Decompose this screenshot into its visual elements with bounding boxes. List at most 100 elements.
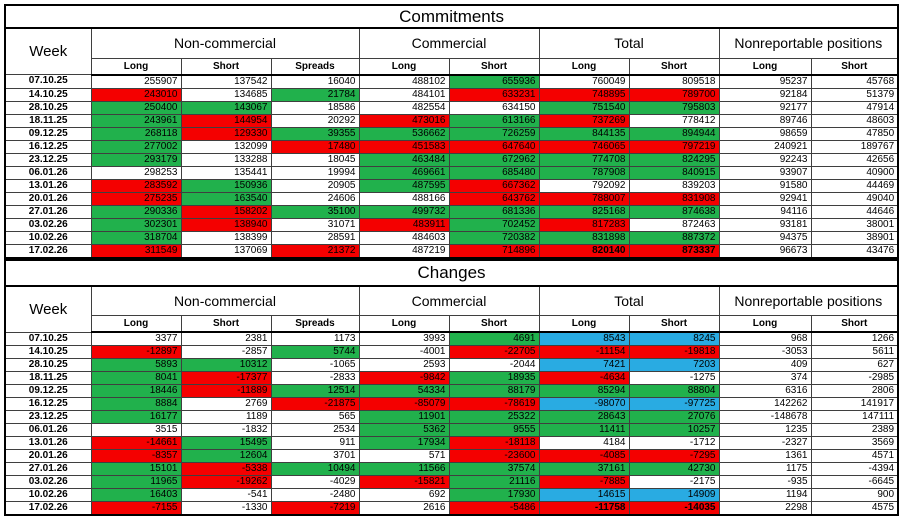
week-cell: 18.11.25: [4, 113, 92, 128]
value-cell: 20292: [270, 113, 360, 128]
value-cell: 1361: [718, 449, 812, 463]
value-cell: -12897: [90, 345, 182, 359]
table-row: 06.01.26 3515 -1832 2534 5362 9555 11411 10257 1…: [4, 423, 899, 437]
value-cell: 31071: [270, 217, 360, 232]
value-cell: 627: [810, 358, 899, 372]
value-cell: 1266: [810, 331, 899, 346]
value-cell: 51379: [810, 87, 899, 102]
value-cell: 7421: [538, 358, 630, 372]
week-cell: 28.10.25: [4, 358, 92, 372]
value-cell: -148678: [718, 410, 812, 424]
value-cell: -1832: [180, 423, 272, 437]
value-cell: 35100: [270, 204, 360, 219]
value-cell: 11965: [90, 475, 182, 489]
value-cell: 463484: [358, 152, 450, 167]
table-row: 14.10.25 243010 134685 21784 484101 633231 748…: [4, 87, 899, 102]
value-cell: 746065: [538, 139, 630, 154]
value-cell: 751540: [538, 100, 630, 115]
value-cell: 11411: [538, 423, 630, 437]
value-cell: 5744: [270, 345, 360, 359]
value-cell: 3569: [810, 436, 899, 450]
value-cell: 147111: [810, 410, 899, 424]
week-cell: 13.01.26: [4, 436, 92, 450]
value-cell: 6316: [718, 384, 812, 398]
value-cell: 820140: [538, 243, 630, 258]
table-row: 10.02.26 318704 138399 28591 484603 720382 831…: [4, 230, 899, 245]
value-cell: 18935: [448, 371, 540, 385]
value-cell: 11901: [358, 410, 450, 424]
table-row: 16.12.25 277002 132099 17480 451583 647640 746…: [4, 139, 899, 154]
value-cell: 760049: [538, 74, 630, 89]
value-cell: -78619: [448, 397, 540, 411]
value-cell: 93907: [718, 165, 812, 180]
value-cell: 243010: [90, 87, 182, 102]
value-cell: 483911: [358, 217, 450, 232]
value-cell: 4571: [810, 449, 899, 463]
value-cell: 138940: [180, 217, 272, 232]
value-cell: 667362: [448, 178, 540, 193]
value-cell: 11566: [358, 462, 450, 476]
value-cell: -97725: [628, 397, 720, 411]
week-cell: 09.12.25: [4, 126, 92, 141]
value-cell: 137069: [180, 243, 272, 258]
value-cell: 1173: [270, 331, 360, 346]
value-cell: 28591: [270, 230, 360, 245]
value-cell: 49040: [810, 191, 899, 206]
value-cell: 488166: [358, 191, 450, 206]
group-header-commercial: Commercial: [358, 285, 540, 316]
column-header-nc-long: Long: [90, 315, 182, 333]
column-header-comm-short: Short: [448, 315, 540, 333]
table-title: Changes: [3, 258, 900, 287]
value-cell: 874638: [628, 204, 720, 219]
table-row: 10.02.26 16403 -541 -2480 692 17930 14615 14909…: [4, 488, 899, 502]
value-cell: 138399: [180, 230, 272, 245]
commitments-table: Commitments Week Non-commercial Commerci…: [3, 4, 900, 259]
value-cell: -9842: [358, 371, 450, 385]
value-cell: 28643: [538, 410, 630, 424]
week-column-header: Week: [4, 285, 92, 333]
value-cell: 142262: [718, 397, 812, 411]
table-row: 06.01.26 298253 135441 19994 469661 685480 787…: [4, 165, 899, 180]
value-cell: 40900: [810, 165, 899, 180]
value-cell: -2985: [810, 371, 899, 385]
table-row: 14.10.25 -12897 -2857 5744 -4001 -22705 -11154…: [4, 345, 899, 359]
table-row: 27.01.26 290336 158202 35100 499732 681336 825…: [4, 204, 899, 219]
value-cell: 968: [718, 331, 812, 346]
value-cell: 20905: [270, 178, 360, 193]
table-row: 20.01.26 -8357 12604 3701 571 -23600 -4085 -729…: [4, 449, 899, 463]
value-cell: 3515: [90, 423, 182, 437]
table-row: 13.01.26 283592 150936 20905 487595 667362 792…: [4, 178, 899, 193]
value-cell: 17930: [448, 488, 540, 502]
value-cell: 10257: [628, 423, 720, 437]
value-cell: 672962: [448, 152, 540, 167]
value-cell: 17480: [270, 139, 360, 154]
value-cell: 277002: [90, 139, 182, 154]
sub-header-row: Long Short Spreads Long Short Long Short…: [5, 57, 899, 76]
column-header-nr-long: Long: [718, 57, 812, 76]
value-cell: 38901: [810, 230, 899, 245]
value-cell: 89746: [718, 113, 812, 128]
value-cell: 647640: [448, 139, 540, 154]
value-cell: 158202: [180, 204, 272, 219]
table-row: 17.02.26 -7155 -1330 -7219 2616 -5486 -11758 -1…: [4, 501, 899, 516]
value-cell: 5611: [810, 345, 899, 359]
column-header-comm-long: Long: [358, 315, 450, 333]
value-cell: 5893: [90, 358, 182, 372]
value-cell: 787908: [538, 165, 630, 180]
table-title: Commitments: [3, 4, 900, 29]
value-cell: 5362: [358, 423, 450, 437]
value-cell: 92941: [718, 191, 812, 206]
column-header-nc-short: Short: [180, 57, 272, 76]
value-cell: 18446: [90, 384, 182, 398]
value-cell: 243961: [90, 113, 182, 128]
value-cell: 655936: [448, 74, 540, 89]
value-cell: 3701: [270, 449, 360, 463]
value-cell: 250400: [90, 100, 182, 115]
week-cell: 23.12.25: [4, 152, 92, 167]
week-cell: 09.12.25: [4, 384, 92, 398]
value-cell: 825168: [538, 204, 630, 219]
value-cell: 2769: [180, 397, 272, 411]
value-cell: 132099: [180, 139, 272, 154]
value-cell: 92243: [718, 152, 812, 167]
value-cell: 15101: [90, 462, 182, 476]
